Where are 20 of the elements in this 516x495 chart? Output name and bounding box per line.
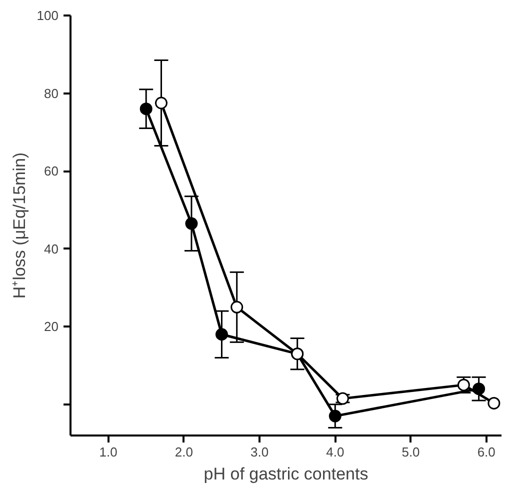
point [328, 410, 342, 422]
point [154, 96, 168, 110]
x-tick-label: 5.0 [402, 444, 420, 460]
x-tick-label: 1.0 [99, 444, 118, 460]
x-tick-label: 6.0 [477, 444, 496, 460]
x-tick-label: 4.0 [326, 444, 344, 460]
x-axis-title: pH of gastric contents [204, 464, 368, 484]
x-tick-label: 2.0 [174, 444, 193, 460]
point [215, 328, 228, 341]
y-tick-label: 100 [36, 8, 59, 23]
point [230, 300, 244, 314]
point [140, 102, 152, 116]
y-tick-label: 40 [44, 241, 59, 256]
y-axis-title: H⁺loss (μEq/15min) [10, 152, 29, 299]
point [185, 217, 198, 230]
y-tick-label: 20 [44, 319, 59, 334]
y-tick-label: 60 [44, 164, 59, 179]
point [488, 396, 500, 410]
x-tick-label: 3.0 [250, 444, 269, 460]
y-tick-label: 80 [44, 86, 59, 101]
